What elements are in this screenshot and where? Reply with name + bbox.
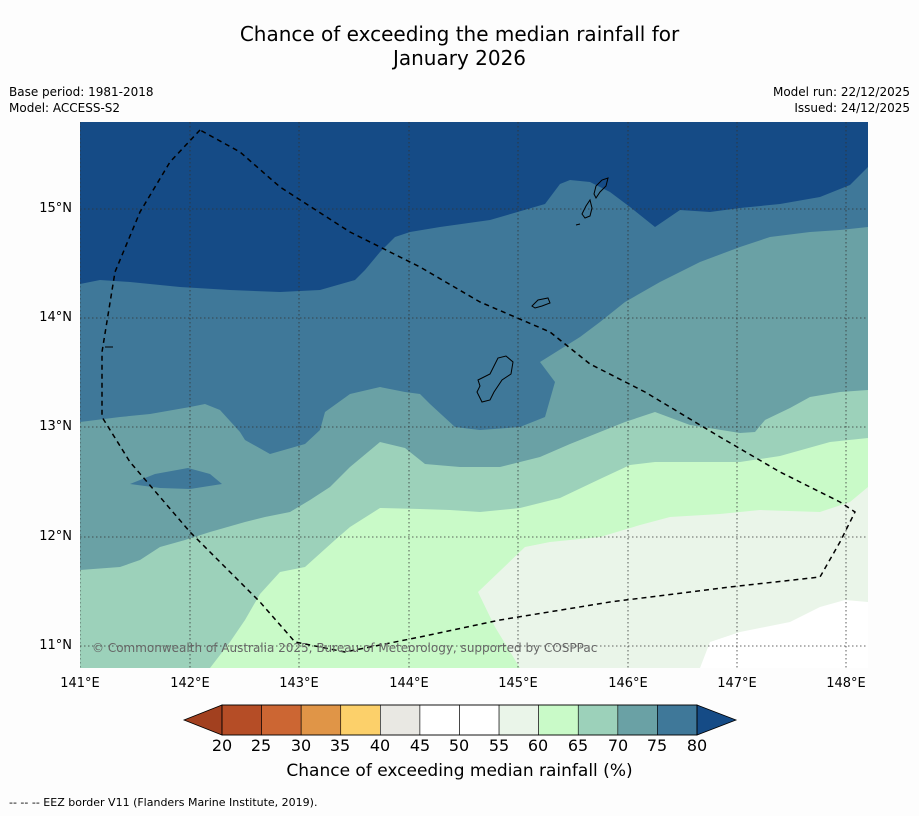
- colorbar-cell-40-45: [380, 704, 421, 736]
- map-svg: [80, 122, 868, 668]
- colorbar-frame: [221, 704, 698, 736]
- colorbar-cell-50-55: [459, 704, 500, 736]
- colorbar-cell-25-30: [261, 704, 302, 736]
- cbar-tick-60: 60: [527, 736, 549, 755]
- colorbar-cell-55-60: [498, 704, 539, 736]
- colorbar-cell-60-65: [538, 704, 579, 736]
- colorbar-cell-35-40: [340, 704, 381, 736]
- lat-label-12: 12°N: [39, 529, 72, 544]
- lat-label-14: 14°N: [39, 310, 72, 325]
- region-70-75-patch: [80, 444, 105, 502]
- map-panel[interactable]: © Commonwealth of Australia 2025, Bureau…: [80, 122, 868, 668]
- island-aguijan: [575, 223, 581, 226]
- copyright: © Commonwealth of Australia 2025, Bureau…: [92, 641, 598, 655]
- base-period: Base period: 1981-2018: [9, 85, 154, 99]
- lon-label-148: 148°E: [826, 676, 866, 691]
- lon-label-142: 142°E: [170, 676, 210, 691]
- colorbar-extend-high: [696, 704, 738, 736]
- cbar-tick-20: 20: [211, 736, 233, 755]
- island-tinian: [581, 198, 593, 219]
- cbar-tick-35: 35: [329, 736, 351, 755]
- issued-date: Issued: 24/12/2025: [794, 101, 910, 115]
- lon-label-143: 143°E: [279, 676, 319, 691]
- lon-label-146: 146°E: [608, 676, 648, 691]
- cbar-tick-25: 25: [250, 736, 272, 755]
- cbar-tick-45: 45: [409, 736, 431, 755]
- eez-legend: -- -- -- EEZ border V11 (Flanders Marine…: [9, 796, 318, 809]
- colorbar-label: Chance of exceeding median rainfall (%): [286, 761, 633, 781]
- cbar-tick-50: 50: [448, 736, 470, 755]
- lon-label-145: 145°E: [498, 676, 538, 691]
- title-line-1: Chance of exceeding the median rainfall …: [239, 22, 680, 46]
- model-name: Model: ACCESS-S2: [9, 101, 121, 115]
- lat-label-11: 11°N: [39, 638, 72, 653]
- model-run: Model run: 22/12/2025: [772, 85, 910, 99]
- island-saipan: [593, 177, 609, 199]
- meta-left: Base period: 1981-2018 Model: ACCESS-S2: [9, 84, 154, 116]
- island-rota: [531, 297, 551, 309]
- meta-right: Model run: 22/12/2025 Issued: 24/12/2025: [773, 84, 910, 116]
- cbar-tick-30: 30: [290, 736, 312, 755]
- lat-label-13: 13°N: [39, 419, 72, 434]
- cbar-tick-80: 80: [686, 736, 708, 755]
- lon-label-144: 144°E: [389, 676, 429, 691]
- region-over-80: [80, 122, 868, 292]
- island-guam: [476, 355, 514, 403]
- colorbar-cell-70-75: [617, 704, 658, 736]
- lon-label-147: 147°E: [717, 676, 757, 691]
- cbar-tick-65: 65: [567, 736, 589, 755]
- cbar-tick-75: 75: [646, 736, 668, 755]
- islands: [105, 177, 609, 403]
- cbar-tick-40: 40: [369, 736, 391, 755]
- cbar-tick-70: 70: [607, 736, 629, 755]
- colorbar-cell-65-70: [577, 704, 619, 736]
- region-75-80-patch: [130, 468, 222, 489]
- lon-label-141: 141°E: [60, 676, 100, 691]
- cbar-tick-55: 55: [488, 736, 510, 755]
- gridlines: [80, 122, 868, 668]
- colorbar-cell-30-35: [300, 704, 342, 736]
- eez-border: [101, 129, 856, 653]
- title-line-2: January 2026: [392, 46, 527, 70]
- colorbar-cell-45-50: [419, 704, 460, 736]
- colorbar-cell-75-80: [657, 704, 698, 736]
- colorbar-extend-low: [182, 704, 223, 736]
- chart-title: Chance of exceeding the median rainfall …: [0, 22, 919, 70]
- colorbar-cells: [221, 704, 698, 736]
- lat-label-15: 15°N: [39, 201, 72, 216]
- colorbar-cell-20-25: [221, 704, 262, 736]
